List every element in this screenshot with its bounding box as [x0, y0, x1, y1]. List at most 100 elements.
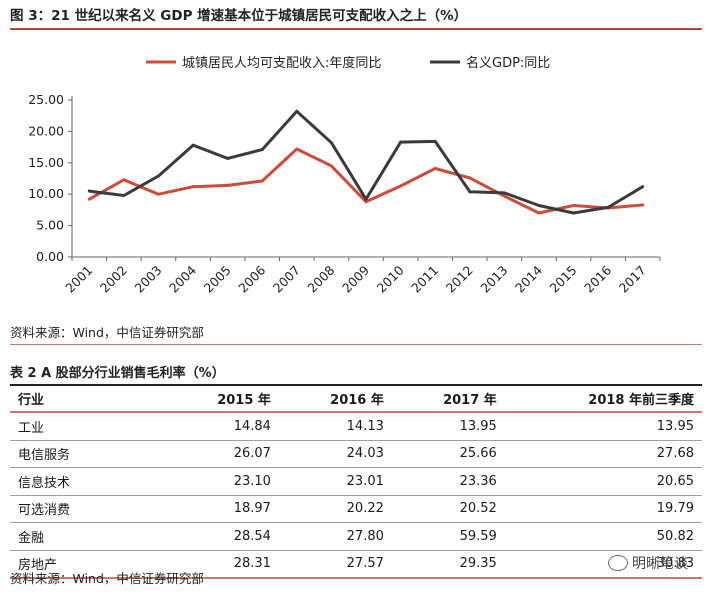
- series-line-1: [88, 147, 643, 215]
- x-axis: 2001 2002 2003 2004 2005 2006 2007 2008 2009 2010…: [62, 256, 661, 296]
- x-tick-label: 2007: [270, 263, 303, 296]
- data-point: [606, 205, 610, 209]
- data-point: [122, 178, 126, 182]
- data-point: [502, 191, 506, 195]
- cell-value: 18.97: [166, 495, 279, 523]
- table-row: 信息技术 23.10 23.01 23.36 20.65: [10, 467, 702, 496]
- data-point: [122, 193, 126, 197]
- data-point: [572, 211, 576, 215]
- cell-value: 24.03: [278, 440, 392, 468]
- watermark: 明晰笔谈: [608, 553, 688, 573]
- cell-value: 27.57: [278, 550, 392, 579]
- cell-industry: 金融: [10, 522, 166, 551]
- legend-label: 名义GDP:同比: [466, 55, 550, 71]
- x-tick-label: 2010: [374, 262, 407, 295]
- cell-industry: 信息技术: [10, 467, 166, 496]
- chart-series: [87, 109, 645, 215]
- data-point: [329, 141, 333, 145]
- data-point: [260, 148, 264, 152]
- cell-value: 23.10: [166, 467, 279, 496]
- cell-value: 25.66: [391, 440, 505, 468]
- data-point: [433, 166, 437, 170]
- data-point: [156, 174, 160, 178]
- cell-value: 28.54: [166, 522, 279, 551]
- x-tick-label: 2016: [581, 262, 614, 295]
- divider: [10, 344, 702, 345]
- x-tick-label: 2017: [616, 263, 649, 296]
- data-point: [156, 192, 160, 196]
- legend-label: 城镇居民人均可支配收入:年度同比: [182, 55, 381, 71]
- x-tick-label: 2004: [166, 262, 199, 295]
- data-point: [433, 139, 437, 143]
- data-point: [191, 143, 195, 147]
- cell-value: 23.01: [278, 467, 392, 496]
- figure-source: 资料来源：Wind，中信证券研究部: [10, 325, 204, 340]
- table-row: 电信服务 26.07 24.03 25.66 27.68: [10, 440, 702, 468]
- y-tick-label: 10.00: [28, 186, 64, 201]
- chart-legend: 城镇居民人均可支配收入:年度同比 名义GDP:同比: [146, 55, 550, 71]
- header-2015: 2015 年: [166, 384, 279, 413]
- data-point: [191, 185, 195, 189]
- x-tick-label: 2012: [443, 263, 476, 296]
- y-tick-label: 25.00: [28, 92, 64, 107]
- cell-industry: 房地产: [10, 550, 166, 579]
- data-point: [87, 189, 91, 193]
- table-source: 资料来源：Wind，中信证券研究部: [10, 571, 204, 586]
- y-tick-label: 5.00: [36, 218, 64, 233]
- data-point: [260, 179, 264, 183]
- data-point: [572, 204, 576, 208]
- table-title: 表 2 A 股部分行业销售毛利率（%）: [10, 366, 225, 381]
- y-tick-label: 0.00: [36, 249, 64, 264]
- table-row: 金融 28.54 27.80 59.59 50.82: [10, 522, 702, 551]
- x-tick-label: 2002: [97, 263, 130, 296]
- data-point: [641, 185, 645, 189]
- wechat-icon: [608, 555, 628, 571]
- data-point: [226, 183, 230, 187]
- x-tick-label: 2006: [235, 262, 268, 295]
- x-tick-label: 2009: [339, 262, 372, 295]
- cell-industry: 电信服务: [10, 440, 166, 468]
- cell-value: 23.36: [391, 467, 505, 496]
- cell-value: 20.22: [278, 495, 392, 523]
- cell-value: 50.82: [504, 522, 702, 551]
- data-point: [537, 211, 541, 215]
- data-point: [537, 204, 541, 208]
- watermark-text: 明晰笔谈: [632, 556, 688, 572]
- header-industry: 行业: [10, 384, 166, 413]
- y-axis: 0.00 5.00 10.00 15.00 20.00 25.00: [28, 92, 73, 264]
- table-header-row: 行业 2015 年 2016 年 2017 年 2018 年前三季度: [10, 384, 702, 413]
- data-point: [329, 164, 333, 168]
- cell-value: 28.31: [166, 550, 279, 579]
- data-point: [399, 184, 403, 188]
- x-tick-label: 2008: [304, 262, 337, 295]
- x-tick-label: 2014: [512, 262, 545, 295]
- data-point: [399, 140, 403, 144]
- cell-value: 14.84: [166, 412, 279, 441]
- header-2017: 2017 年: [391, 384, 505, 413]
- x-tick-label: 2003: [131, 263, 164, 296]
- cell-value: 27.68: [504, 440, 702, 468]
- x-tick-label: 2015: [547, 263, 580, 296]
- x-tick-label: 2005: [201, 263, 234, 296]
- data-point: [364, 197, 368, 201]
- data-point: [641, 203, 645, 207]
- cell-industry: 工业: [10, 412, 166, 441]
- data-point: [364, 200, 368, 204]
- cell-value: 13.95: [504, 412, 702, 441]
- cell-value: 26.07: [166, 440, 279, 468]
- table-row: 工业 14.84 14.13 13.95 13.95: [10, 412, 702, 441]
- cell-value: 20.52: [391, 495, 505, 523]
- line-chart: 城镇居民人均可支配收入:年度同比 名义GDP:同比 0.00 5.00 10.00 15…: [28, 55, 661, 296]
- x-tick-label: 2001: [62, 263, 95, 296]
- cell-value: 27.80: [278, 522, 392, 551]
- x-tick-label: 2011: [408, 263, 441, 296]
- figure-title: 图 3：21 世纪以来名义 GDP 增速基本位于城镇居民可支配收入之上（%）: [10, 4, 702, 30]
- cell-industry: 可选消费: [10, 495, 166, 523]
- table-row: 可选消费 18.97 20.22 20.52 19.79: [10, 495, 702, 523]
- cell-value: 13.95: [391, 412, 505, 441]
- data-point: [295, 147, 299, 151]
- y-tick-label: 20.00: [28, 123, 64, 138]
- cell-value: 20.65: [504, 467, 702, 496]
- data-point: [295, 109, 299, 113]
- y-tick-label: 15.00: [28, 155, 64, 170]
